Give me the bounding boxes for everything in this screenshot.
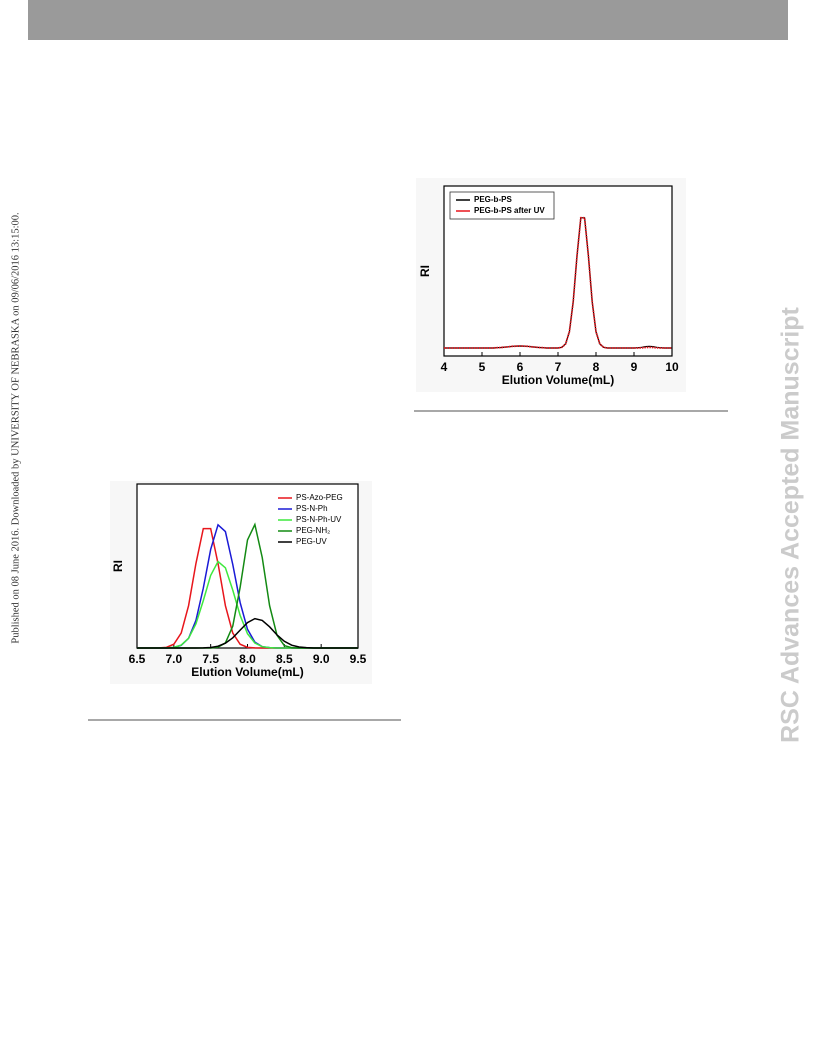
x-tick-label: 6 [517,360,524,374]
y-axis-label: RI [418,265,432,277]
plot-frame [136,483,359,649]
legend-label: PEG-NH₂ [296,526,330,535]
series-line [137,617,358,649]
legend-label: PS-Azo-PEG [296,493,343,502]
x-tick-label: 9.0 [313,652,330,666]
x-tick-label: 10 [665,360,679,374]
x-tick-label: 8 [593,360,600,374]
legend-label: PS-N-Ph [296,504,328,513]
legend-label: PEG-b-PS [474,195,512,204]
x-tick-label: 7.5 [202,652,219,666]
header-bar [28,0,788,40]
x-tick-label: 8.5 [276,652,293,666]
legend-label: PEG-UV [296,537,327,546]
x-tick-label: 7.0 [165,652,182,666]
side-note: Published on 08 June 2016. Downloaded by… [10,212,21,643]
x-tick-label: 6.5 [129,652,146,666]
x-tick-label: 7 [555,360,562,374]
legend-label: PS-N-Ph-UV [296,515,342,524]
x-tick-label: 4 [441,360,448,374]
x-tick-label: 9 [631,360,638,374]
x-axis-label: Elution Volume(mL) [502,373,614,387]
watermark: RSC Advances Accepted Manuscript [777,306,805,742]
x-tick-label: 9.5 [350,652,367,666]
x-tick-label: 8.0 [239,652,256,666]
x-axis-label: Elution Volume(mL) [191,665,303,679]
y-axis-label: RI [111,560,125,572]
legend-box [449,191,555,220]
legend-label: PEG-b-PS after UV [474,206,545,215]
x-tick-label: 5 [479,360,486,374]
series-line [444,216,672,349]
